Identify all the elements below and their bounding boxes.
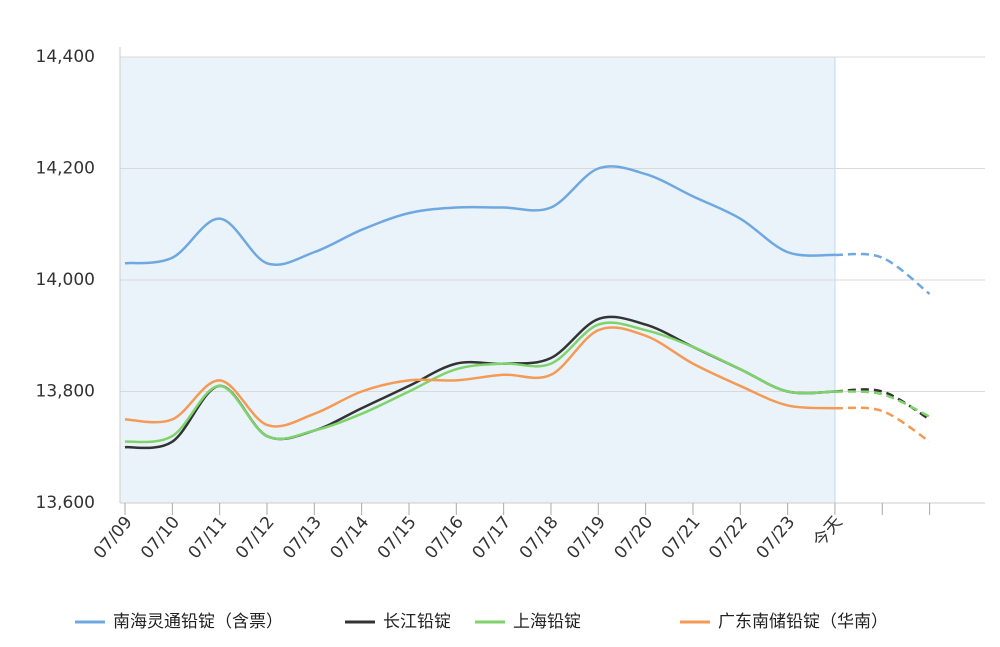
x-tick-label: 07/12 bbox=[232, 513, 279, 563]
series-line bbox=[124, 165, 836, 266]
y-tick-label: 13,600 bbox=[36, 493, 95, 513]
y-tick-label: 14,000 bbox=[36, 270, 95, 290]
series-line bbox=[124, 321, 835, 444]
x-tick-label: 07/18 bbox=[516, 513, 563, 563]
x-tick-label: 07/14 bbox=[326, 513, 373, 563]
series-line bbox=[124, 326, 836, 428]
x-tick-label: 07/23 bbox=[752, 513, 799, 563]
forecast-line bbox=[834, 390, 931, 418]
x-tick-label: 07/13 bbox=[279, 513, 326, 563]
forecast-line bbox=[834, 388, 931, 421]
x-tick-label: 07/10 bbox=[137, 513, 184, 563]
x-tick-label: 07/15 bbox=[374, 513, 421, 563]
x-tick-label: 07/16 bbox=[421, 513, 468, 563]
x-tick-label: 07/21 bbox=[658, 513, 705, 563]
legend-label: 长江铅锭 bbox=[383, 612, 451, 632]
y-tick-label: 14,200 bbox=[36, 159, 95, 179]
y-tick-label: 14,400 bbox=[36, 47, 95, 67]
x-tick-label: 07/17 bbox=[468, 513, 515, 563]
y-tick-label: 13,800 bbox=[36, 382, 95, 402]
x-tick-label: 07/20 bbox=[610, 513, 657, 563]
x-tick-label: 07/19 bbox=[563, 513, 610, 563]
x-tick-label: 今天 bbox=[809, 513, 846, 552]
x-tick-label: 07/09 bbox=[90, 513, 137, 563]
forecast-line bbox=[834, 252, 931, 295]
x-tick-label: 07/22 bbox=[705, 513, 752, 563]
legend-label: 上海铅锭 bbox=[513, 612, 581, 632]
legend-label: 南海灵通铅锭（含票） bbox=[113, 612, 283, 632]
legend-label: 广东南储铅锭（华南） bbox=[718, 612, 888, 632]
forecast-line bbox=[834, 406, 931, 443]
x-tick-label: 07/11 bbox=[185, 513, 232, 563]
